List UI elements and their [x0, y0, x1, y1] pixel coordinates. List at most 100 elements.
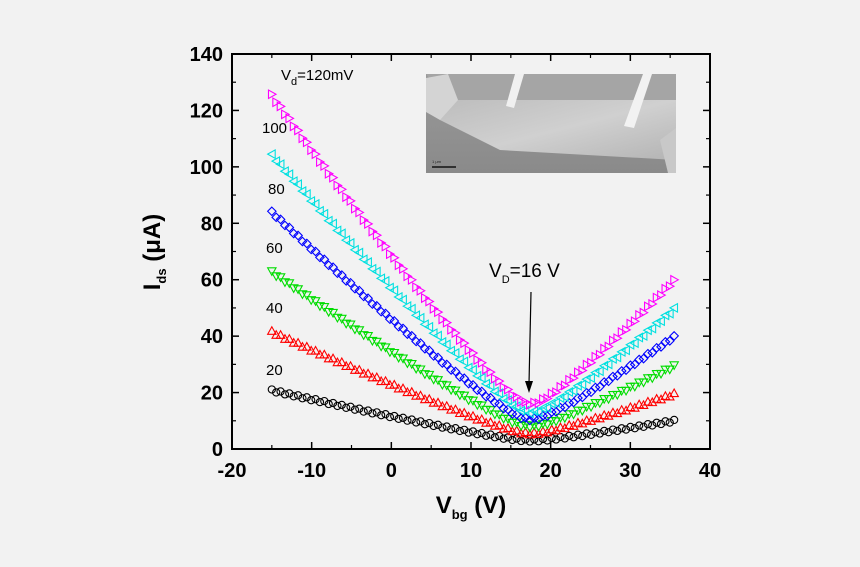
data-point — [301, 189, 311, 200]
data-point — [572, 392, 583, 403]
data-point — [629, 382, 640, 392]
data-point — [451, 327, 461, 339]
curve-label-40: 40 — [266, 300, 283, 317]
data-point — [307, 145, 317, 156]
data-point — [481, 431, 491, 440]
data-point — [591, 351, 601, 362]
x-axis-title: Vbg (V) — [436, 492, 507, 522]
data-point — [333, 180, 343, 191]
data-point — [550, 425, 562, 435]
data-point — [433, 420, 443, 429]
data-point — [394, 260, 404, 271]
data-point — [486, 430, 495, 439]
data-point — [590, 382, 601, 393]
data-point — [359, 214, 369, 226]
data-point — [425, 296, 435, 307]
data-point — [581, 387, 592, 398]
data-point — [390, 252, 400, 263]
data-point — [324, 399, 333, 409]
data-point — [380, 308, 391, 319]
data-point — [569, 372, 579, 384]
data-point — [381, 410, 390, 419]
data-point — [546, 424, 557, 434]
data-point — [403, 271, 413, 282]
data-point — [537, 403, 547, 414]
data-point — [292, 285, 304, 295]
data-point — [587, 357, 597, 368]
data-point — [528, 405, 539, 417]
data-point — [433, 352, 443, 363]
data-point — [441, 339, 451, 350]
data-point — [534, 437, 543, 446]
data-point — [543, 393, 553, 404]
data-point — [565, 431, 574, 441]
data-point — [402, 301, 412, 312]
data-point — [415, 390, 426, 400]
data-point — [342, 403, 351, 412]
curve-label-120-main: V — [281, 67, 291, 84]
data-point — [499, 382, 509, 393]
data-point — [458, 356, 469, 367]
data-point — [556, 381, 566, 393]
data-point — [524, 415, 535, 426]
data-point — [289, 121, 300, 132]
data-point — [267, 385, 276, 394]
data-point — [275, 329, 286, 339]
data-point — [450, 366, 461, 377]
x-tick-label: -20 — [218, 460, 247, 482]
series-120 — [267, 89, 680, 410]
data-point — [389, 316, 400, 326]
data-point — [385, 248, 396, 260]
data-point — [355, 404, 364, 413]
data-point — [415, 312, 425, 323]
data-point — [336, 270, 347, 281]
x-tick-label: 20 — [540, 460, 562, 482]
data-point — [617, 424, 626, 433]
dirac-point-label-tail: =16 V — [510, 261, 561, 282]
data-point — [508, 390, 518, 401]
data-point — [377, 411, 386, 420]
data-point — [424, 393, 435, 404]
data-point — [639, 307, 649, 318]
data-point — [616, 365, 627, 376]
data-point — [432, 376, 444, 386]
data-point — [508, 435, 517, 445]
data-point — [368, 409, 377, 418]
inset-edge — [660, 128, 676, 173]
series-20 — [267, 385, 679, 446]
data-point — [644, 301, 654, 312]
inset-left-electrode — [426, 74, 458, 120]
data-point — [670, 415, 679, 425]
data-point — [419, 319, 429, 330]
x-axis-title-main: V — [436, 492, 452, 519]
data-point — [298, 133, 308, 144]
data-point — [353, 247, 364, 258]
data-point — [372, 408, 381, 417]
data-point — [425, 418, 434, 428]
data-point — [550, 397, 560, 408]
data-point — [388, 285, 399, 296]
data-point — [342, 191, 352, 203]
data-point — [359, 407, 368, 416]
data-point — [477, 357, 488, 368]
data-point — [424, 370, 435, 381]
data-point — [297, 186, 307, 197]
data-point — [324, 168, 335, 179]
data-point — [442, 317, 453, 328]
data-point — [503, 433, 513, 442]
data-point — [385, 412, 395, 422]
data-point — [459, 407, 470, 417]
data-point — [525, 437, 534, 446]
data-point — [460, 425, 469, 434]
data-point — [412, 282, 422, 293]
data-point — [670, 274, 680, 285]
data-point — [298, 394, 307, 403]
sem-inset-image: 1 μm — [426, 74, 676, 173]
data-point — [424, 345, 435, 356]
data-point — [578, 365, 588, 376]
data-point — [555, 422, 566, 432]
y-tick-label: 40 — [201, 326, 223, 348]
data-point — [634, 354, 645, 365]
data-point — [410, 310, 421, 321]
data-point — [320, 396, 329, 406]
